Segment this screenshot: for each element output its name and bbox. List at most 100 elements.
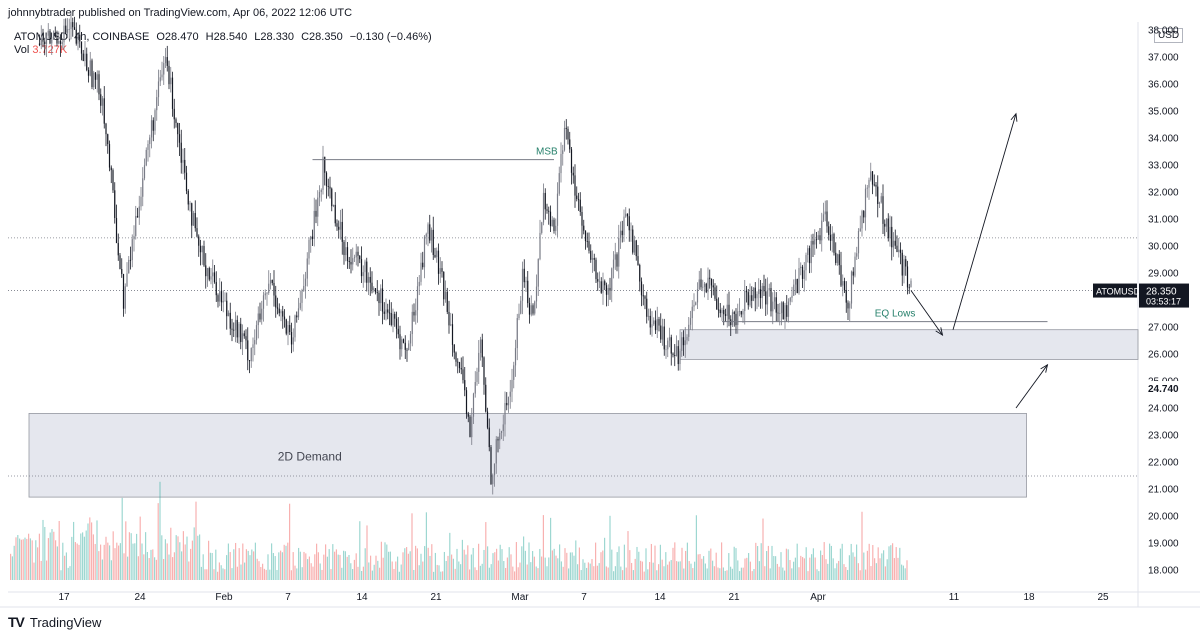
time-tick-label: 24	[134, 592, 146, 603]
candle	[455, 352, 457, 362]
volume-bar	[393, 568, 395, 580]
volume-bar	[555, 555, 557, 580]
volume-bar	[805, 547, 807, 580]
volume-bar	[528, 542, 530, 580]
candle	[429, 224, 431, 241]
volume-bar	[409, 551, 411, 580]
volume-bar	[145, 532, 147, 580]
volume-bar	[789, 560, 791, 580]
candle	[52, 32, 55, 40]
candle	[896, 245, 898, 253]
candle	[730, 319, 732, 326]
candle	[614, 254, 616, 260]
candle	[252, 344, 254, 349]
candle	[469, 416, 471, 438]
candle	[735, 313, 737, 326]
annotation-msb: MSB	[536, 147, 558, 158]
candle	[194, 213, 196, 229]
volume-bar	[44, 526, 46, 580]
candle	[642, 295, 644, 297]
volume-bar	[823, 542, 825, 580]
volume-bar	[895, 547, 897, 580]
volume-bar	[847, 569, 849, 580]
candle	[600, 281, 602, 293]
candle	[108, 144, 111, 168]
candle	[878, 202, 881, 204]
volume-bar	[593, 566, 595, 580]
candle	[483, 357, 485, 385]
volume-bar	[366, 525, 368, 580]
volume-bar	[643, 571, 645, 580]
volume-bar	[724, 570, 726, 580]
volume-bar	[778, 566, 780, 580]
price-tick-label: 26.000	[1148, 350, 1179, 361]
volume-bar	[380, 541, 382, 580]
candle	[798, 268, 800, 294]
candle	[388, 312, 391, 314]
annotation-eq-lows: EQ Lows	[875, 309, 916, 320]
volume-bar	[287, 542, 289, 580]
volume-bar	[53, 531, 55, 580]
candle	[749, 295, 751, 306]
volume-bar	[679, 561, 681, 580]
candle	[289, 325, 291, 333]
volume-bar	[31, 540, 33, 580]
candle	[154, 110, 156, 131]
volume-bar	[854, 556, 856, 580]
candle	[495, 439, 497, 464]
candle	[182, 159, 184, 163]
candle	[378, 292, 380, 304]
volume-bar	[188, 561, 190, 580]
volume-bar	[523, 536, 525, 580]
volume-bar	[242, 543, 244, 580]
volume-bar	[890, 545, 892, 580]
candle	[325, 172, 328, 187]
candle	[630, 229, 632, 231]
candle	[562, 150, 564, 154]
candle	[532, 305, 534, 314]
volume-bar	[307, 559, 309, 580]
candle	[758, 289, 760, 295]
candle	[772, 301, 774, 312]
volume-bar	[699, 554, 701, 580]
candle	[233, 329, 235, 331]
candle	[77, 34, 79, 44]
volume-bar	[568, 568, 570, 580]
volume-bar	[501, 549, 503, 580]
volume-bar	[240, 564, 242, 580]
candle	[817, 235, 819, 240]
candle	[509, 391, 511, 397]
candle	[840, 265, 842, 286]
volume-bar	[485, 522, 487, 580]
candle	[801, 266, 804, 279]
volume-bar	[881, 553, 883, 580]
candle	[819, 235, 821, 241]
price-tick-label: 18.000	[1148, 566, 1179, 577]
volume-bar	[119, 543, 121, 580]
candle	[472, 393, 475, 417]
volume-bar	[800, 555, 802, 580]
candle	[464, 380, 466, 391]
volume-bar	[247, 550, 249, 580]
volume-bar	[519, 562, 521, 580]
volume-bar	[173, 552, 175, 580]
volume-bar	[85, 530, 87, 580]
volume-bar	[497, 560, 499, 580]
volume-bar	[834, 568, 836, 580]
volume-bar	[791, 568, 793, 580]
tradingview-brand[interactable]: TV TradingView	[8, 614, 101, 630]
currency-badge[interactable]: USD	[1154, 28, 1184, 43]
volume-bar	[737, 560, 739, 580]
volume-bar	[757, 546, 759, 580]
volume-bar	[816, 569, 818, 580]
volume-bar	[627, 531, 629, 580]
candle	[128, 259, 130, 274]
candle	[110, 167, 112, 171]
volume-bar	[375, 555, 377, 580]
candle	[341, 221, 343, 242]
volume-bar	[452, 558, 454, 580]
volume-bar	[150, 549, 152, 580]
volume-bar	[109, 545, 111, 580]
volume-bar	[427, 547, 429, 580]
